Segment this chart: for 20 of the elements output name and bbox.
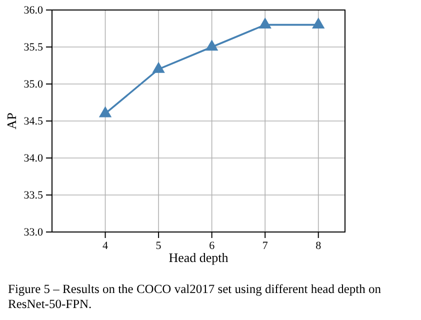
- y-tick-label: 33.0: [24, 226, 44, 239]
- x-tick-label: 6: [209, 240, 216, 252]
- y-axis-title: AP: [4, 112, 19, 130]
- x-tick-label: 8: [316, 240, 322, 252]
- x-tick-label: 5: [156, 240, 162, 252]
- point: [98, 106, 112, 118]
- point: [258, 17, 272, 28]
- point: [312, 17, 325, 28]
- x-tick-label: 7: [262, 240, 268, 252]
- x-axis-title: Head depth: [168, 250, 229, 265]
- y-tick-label: 35.5: [24, 42, 44, 54]
- y-tick-label: 35.0: [24, 78, 44, 91]
- point: [152, 62, 165, 73]
- y-tick-label: 36.0: [24, 4, 44, 17]
- x-tick-label: 4: [102, 240, 109, 252]
- point: [205, 40, 218, 51]
- y-tick-label: 33.5: [24, 190, 44, 202]
- y-tick-label: 34.5: [24, 116, 44, 128]
- caption: Figure 5 – Results on the COCO val2017 set using different head depth on ResNet-50-FPN.: [8, 282, 382, 312]
- y-tick-label: 34.0: [24, 152, 44, 165]
